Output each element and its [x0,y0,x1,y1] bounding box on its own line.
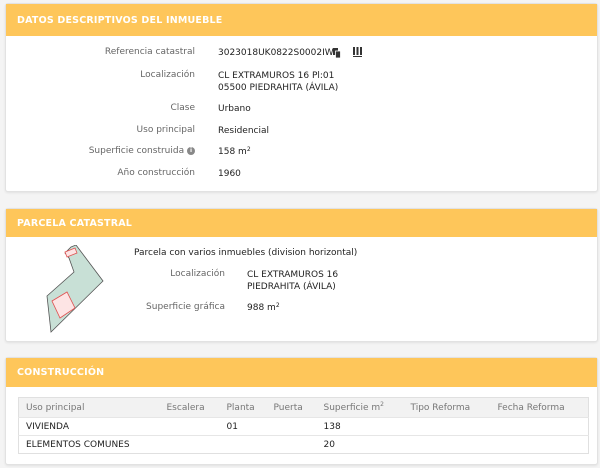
anio-value: 1960 [218,169,241,179]
cell: 138 [316,417,404,436]
parcela-sup-exponent: 2 [275,302,280,309]
cell [403,435,491,454]
ref-label: Referencia catastral [104,47,195,57]
sup-label: Superficie construida i [89,146,195,156]
table-header-row: Uso principal Escalera Planta Puerta Sup… [18,397,589,418]
cell: 01 [219,417,267,436]
panel-header: DATOS DESCRIPTIVOS DEL INMUEBLE [6,4,597,36]
copy-icon[interactable] [333,48,341,59]
cell [266,435,317,454]
table-row: VIVIENDA 01 138 [18,417,589,436]
sup-number: 158 m [218,147,247,157]
col-planta: Planta [219,397,267,418]
uso-label: Uso principal [136,125,195,135]
anio-label: Año construcción [117,168,195,178]
cell [266,417,317,436]
ref-value: 3023018UK0822S0002IW [218,48,334,58]
panel-parcela: PARCELA CATASTRAL Parcela con varios inm… [5,208,598,342]
clase-label: Clase [170,103,195,113]
parcel-map[interactable] [42,245,112,335]
loc-line2: 05500 PIEDRAHITA (ÁVILA) [218,83,339,93]
parcela-loc-label: Localización [170,269,225,279]
clase-value: Urbano [218,104,251,114]
parcela-sup-value: 988 m2 [247,302,280,314]
construccion-table: Uso principal Escalera Planta Puerta Sup… [18,397,589,454]
parcela-desc: Parcela con varios inmuebles (division h… [134,248,358,258]
col-superficie-exp: 2 [380,400,384,408]
parcela-loc-line1: CL EXTRAMUROS 16 [247,270,339,280]
cell: ELEMENTOS COMUNES [18,435,160,454]
col-superficie-text: Superficie m [323,402,381,413]
col-escalera: Escalera [159,397,220,418]
col-puerta: Puerta [266,397,317,418]
col-tipo-reforma: Tipo Reforma [403,397,491,418]
cell: 20 [316,435,404,454]
cell [159,435,220,454]
parcela-sup-label: Superficie gráfica [146,302,225,312]
sup-label-text: Superficie construida [88,146,185,156]
col-fecha-reforma: Fecha Reforma [490,397,589,418]
col-superficie: Superficie m2 [316,397,404,418]
panel-header: CONSTRUCCIÓN [6,358,597,387]
col-uso: Uso principal [18,397,160,418]
loc-line1: CL EXTRAMUROS 16 Pl:01 [218,71,335,81]
loc-label: Localización [140,70,195,80]
cell [403,417,491,436]
cell: VIVIENDA [18,417,160,436]
sup-exponent: 2 [246,146,251,153]
panel-datos-inmueble: DATOS DESCRIPTIVOS DEL INMUEBLE Referenc… [5,3,598,192]
cell [490,417,589,436]
sup-value: 158 m2 [218,146,251,158]
panel-header: PARCELA CATASTRAL [6,209,597,237]
uso-value: Residencial [218,126,269,136]
cell [159,417,220,436]
parcela-loc-line2: PIEDRAHITA (ÁVILA) [247,282,336,292]
table-row: ELEMENTOS COMUNES 20 [18,435,589,454]
cell [219,435,267,454]
barcode-icon[interactable] [353,47,362,57]
parcela-sup-number: 988 m [247,303,276,313]
panel-construccion: CONSTRUCCIÓN Uso principal Escalera Plan… [5,357,598,465]
cell [490,435,589,454]
info-icon[interactable]: i [187,146,195,155]
